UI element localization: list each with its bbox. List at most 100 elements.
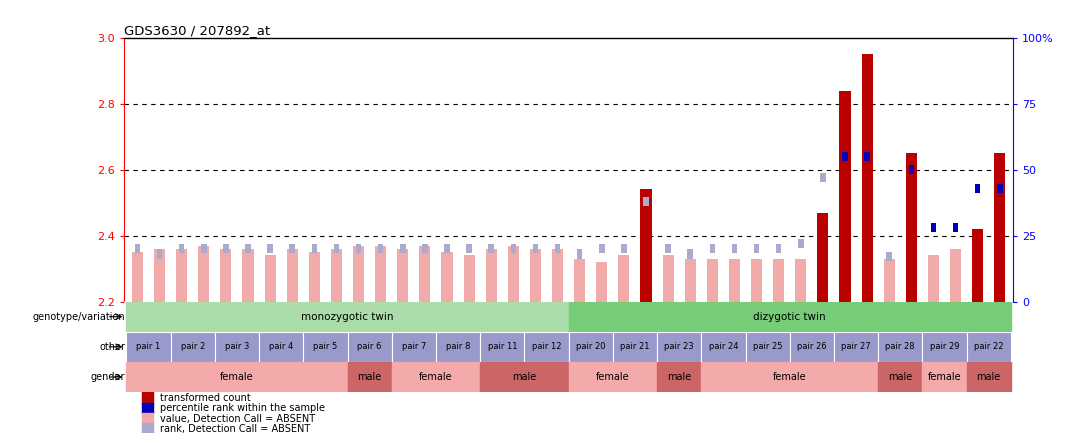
Bar: [883, 259, 894, 301]
Bar: [773, 259, 784, 301]
Bar: [906, 153, 917, 301]
Text: pair 25: pair 25: [753, 342, 782, 351]
Bar: [975, 183, 981, 193]
Bar: [245, 244, 251, 254]
Bar: [309, 252, 320, 301]
Bar: [530, 249, 541, 301]
Bar: [798, 239, 804, 248]
Bar: [199, 246, 210, 301]
Text: male: male: [888, 372, 913, 382]
Bar: [862, 54, 873, 301]
Bar: [599, 244, 605, 254]
Text: pair 12: pair 12: [531, 342, 562, 351]
Text: pair 1: pair 1: [136, 342, 161, 351]
Bar: [532, 244, 538, 254]
Bar: [126, 362, 348, 392]
Bar: [864, 152, 869, 161]
Bar: [967, 332, 1011, 362]
Text: male: male: [512, 372, 537, 382]
Bar: [268, 244, 273, 254]
Bar: [688, 250, 693, 259]
Text: pair 26: pair 26: [797, 342, 826, 351]
Text: transformed count: transformed count: [160, 393, 251, 403]
Bar: [619, 255, 630, 301]
Text: pair 4: pair 4: [269, 342, 294, 351]
Bar: [303, 332, 348, 362]
Text: pair 7: pair 7: [402, 342, 426, 351]
Bar: [908, 165, 914, 174]
Text: monozygotic twin: monozygotic twin: [301, 312, 394, 321]
Bar: [176, 249, 187, 301]
Bar: [972, 229, 983, 301]
Text: male: male: [667, 372, 691, 382]
Bar: [375, 246, 387, 301]
Bar: [467, 244, 472, 254]
Bar: [141, 413, 152, 424]
Bar: [665, 244, 671, 254]
Bar: [568, 301, 1011, 332]
Text: GDS3630 / 207892_at: GDS3630 / 207892_at: [124, 24, 270, 36]
Bar: [842, 152, 848, 161]
Bar: [481, 362, 569, 392]
Bar: [657, 332, 701, 362]
Bar: [154, 249, 165, 301]
Bar: [621, 244, 626, 254]
Text: pair 22: pair 22: [974, 342, 1003, 351]
Text: female: female: [773, 372, 807, 382]
Bar: [754, 244, 759, 254]
Bar: [706, 259, 718, 301]
Bar: [419, 246, 431, 301]
Text: female: female: [220, 372, 254, 382]
Bar: [508, 246, 518, 301]
Bar: [392, 332, 436, 362]
Bar: [220, 249, 231, 301]
Text: genotype/variation: genotype/variation: [32, 312, 125, 321]
Bar: [378, 244, 383, 254]
Bar: [488, 244, 494, 254]
Text: pair 24: pair 24: [708, 342, 738, 351]
Text: rank, Detection Call = ABSENT: rank, Detection Call = ABSENT: [160, 424, 310, 434]
Bar: [525, 332, 569, 362]
Bar: [289, 244, 295, 254]
Bar: [575, 259, 585, 301]
Bar: [330, 249, 342, 301]
Bar: [612, 332, 657, 362]
Bar: [995, 153, 1005, 301]
Bar: [135, 244, 140, 254]
Bar: [731, 244, 738, 254]
Bar: [555, 244, 561, 254]
Bar: [552, 249, 563, 301]
Bar: [950, 249, 961, 301]
Bar: [928, 255, 939, 301]
Text: female: female: [596, 372, 630, 382]
Text: pair 29: pair 29: [930, 342, 959, 351]
Bar: [422, 244, 428, 254]
Bar: [481, 332, 525, 362]
Text: other: other: [99, 342, 125, 352]
Bar: [353, 246, 364, 301]
Bar: [745, 332, 789, 362]
Bar: [179, 244, 185, 254]
Bar: [922, 362, 967, 392]
Bar: [839, 91, 851, 301]
Text: dizygotic twin: dizygotic twin: [754, 312, 826, 321]
Bar: [967, 362, 1011, 392]
Bar: [663, 255, 674, 301]
Bar: [171, 332, 215, 362]
Bar: [201, 244, 206, 254]
Bar: [215, 332, 259, 362]
Text: pair 8: pair 8: [446, 342, 470, 351]
Bar: [685, 259, 696, 301]
Bar: [442, 252, 453, 301]
Bar: [710, 244, 715, 254]
Text: female: female: [419, 372, 453, 382]
Bar: [922, 332, 967, 362]
Bar: [878, 362, 922, 392]
Bar: [795, 259, 807, 301]
Bar: [997, 183, 1002, 193]
Bar: [775, 244, 782, 254]
Text: gender: gender: [91, 372, 125, 382]
Bar: [243, 249, 254, 301]
Text: pair 2: pair 2: [180, 342, 205, 351]
Text: percentile rank within the sample: percentile rank within the sample: [160, 404, 325, 413]
